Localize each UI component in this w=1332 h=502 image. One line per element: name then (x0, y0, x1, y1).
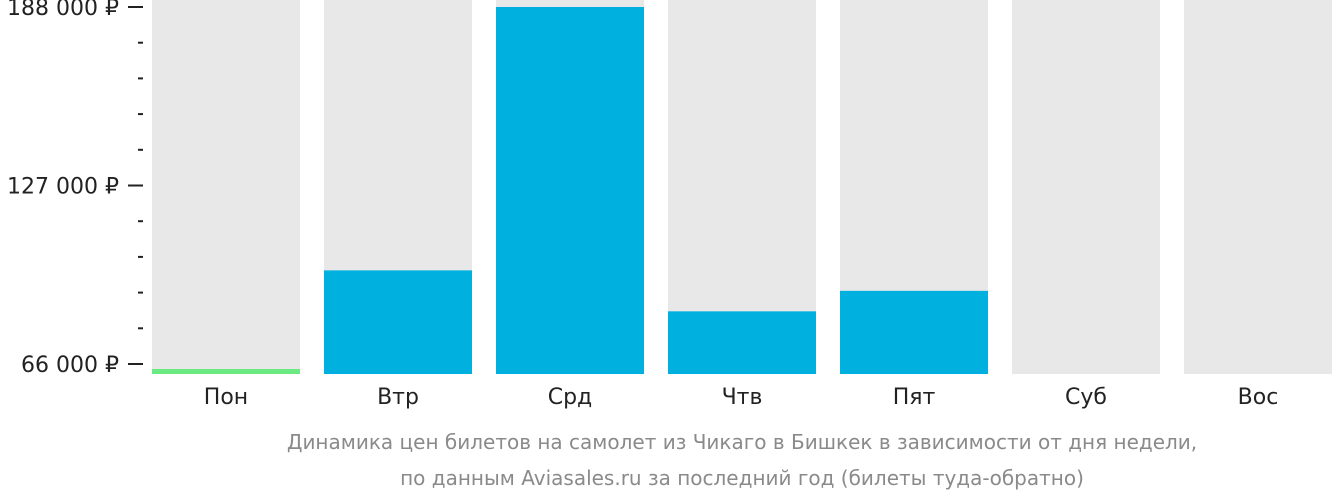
bars (152, 7, 988, 374)
background-column (1012, 0, 1160, 374)
background-column (152, 0, 300, 374)
x-tick-label: Вос (1238, 385, 1279, 410)
chart-caption-line-1: Динамика цен билетов на самолет из Чикаг… (286, 430, 1198, 454)
price-by-weekday-chart: 188 000 ₽127 000 ₽66 000 ₽ Пон Втр Срд Чтв П… (7, 0, 1332, 410)
bar-5[interactable] (840, 290, 988, 374)
bar-3[interactable] (496, 7, 644, 374)
y-tick-label: 127 000 ₽ (7, 175, 119, 200)
bar-2[interactable] (324, 270, 472, 374)
x-tick-label: Пон (204, 385, 248, 410)
background-column (1184, 0, 1332, 374)
x-tick-label: Втр (377, 385, 419, 410)
chart-caption-line-2: по данным Aviasales.ru за последний год … (400, 466, 1084, 490)
bar-1[interactable] (152, 369, 300, 374)
bar-4[interactable] (668, 311, 816, 374)
x-tick-label: Суб (1065, 385, 1107, 410)
x-tick-label: Пят (893, 385, 936, 410)
x-tick-label: Чтв (722, 385, 763, 410)
x-tick-label: Срд (548, 385, 593, 410)
x-axis: Пон Втр Срд Чтв Пят Суб Вос (204, 385, 1279, 410)
y-tick-label: 66 000 ₽ (21, 353, 119, 378)
y-tick-label: 188 000 ₽ (7, 0, 119, 21)
y-axis: 188 000 ₽ 127 000 ₽ 66 000 ₽ (7, 0, 143, 378)
